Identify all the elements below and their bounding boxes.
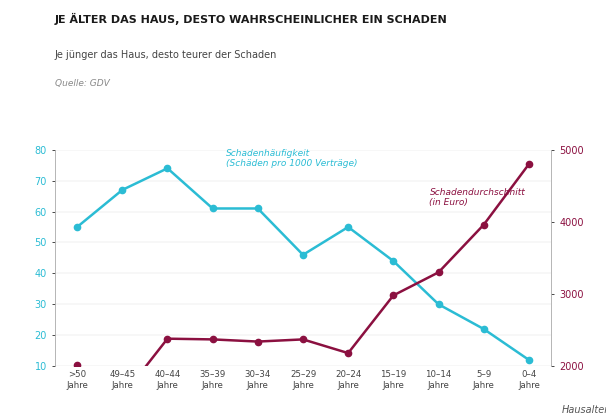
- Text: Hausalter: Hausalter: [561, 405, 606, 415]
- Text: Je jünger das Haus, desto teurer der Schaden: Je jünger das Haus, desto teurer der Sch…: [55, 50, 277, 60]
- Text: JE ÄLTER DAS HAUS, DESTO WAHRSCHEINLICHER EIN SCHADEN: JE ÄLTER DAS HAUS, DESTO WAHRSCHEINLICHE…: [55, 12, 447, 25]
- Text: Quelle: GDV: Quelle: GDV: [55, 79, 109, 88]
- Text: Schadendurchschnitt
(in Euro): Schadendurchschnitt (in Euro): [430, 188, 525, 208]
- Text: Schadenhäufigkeit
(Schäden pro 1000 Verträge): Schadenhäufigkeit (Schäden pro 1000 Vert…: [226, 149, 358, 168]
